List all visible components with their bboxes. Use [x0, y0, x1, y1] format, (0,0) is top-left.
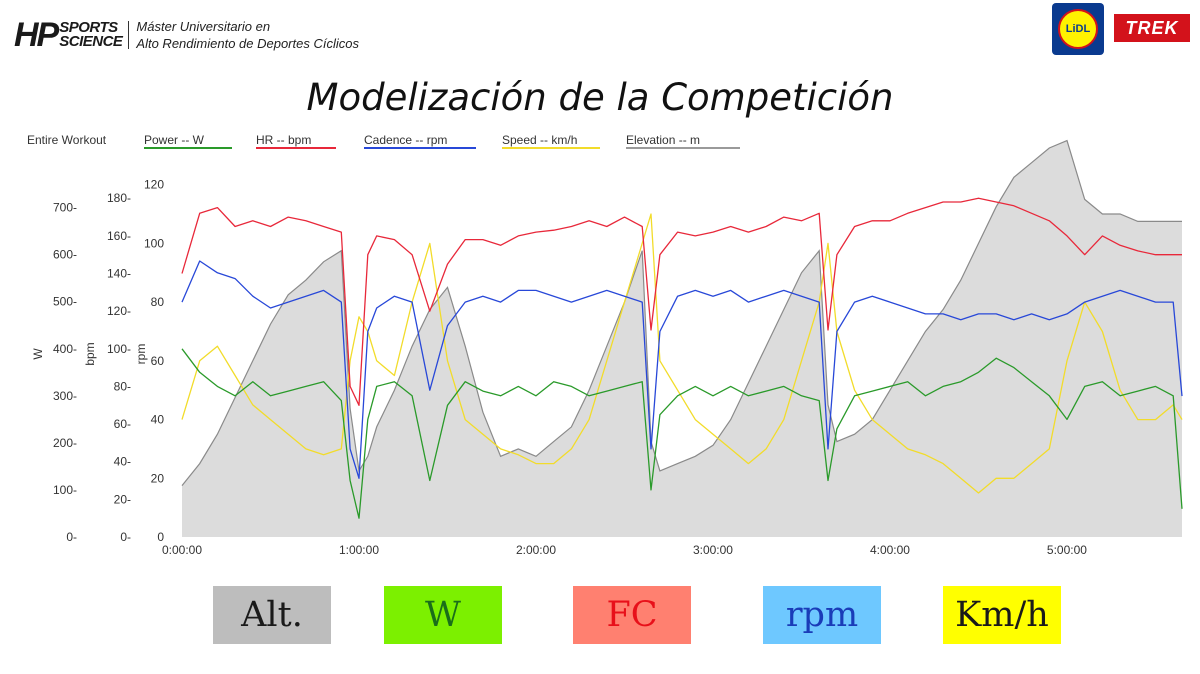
legend-item-power: Power -- W	[144, 133, 232, 149]
elevation-line	[181, 139, 1182, 486]
power-line	[181, 348, 1183, 519]
cadence-line	[181, 260, 1183, 479]
bpm-tick-label: 20-	[114, 492, 131, 506]
logo-divider	[128, 21, 130, 49]
lidl-logo: LiDL	[1052, 3, 1104, 55]
bpm-tick-label: 120-	[107, 304, 131, 318]
legend-item-cadence: Cadence -- rpm	[364, 133, 476, 149]
logo-subtitle: Máster Universitario en Alto Rendimiento…	[136, 18, 359, 52]
bpm-tick-label: 180-	[107, 191, 131, 205]
legend-entire-workout: Entire Workout	[27, 133, 107, 147]
w-tick-label: 500-	[53, 295, 77, 309]
rpm-tick-label: 20	[151, 471, 165, 485]
key-box-altitude: Alt.	[213, 586, 331, 644]
x-tick-label: 1:00:00	[339, 543, 379, 557]
legend-item-hr: HR -- bpm	[256, 133, 336, 149]
logo-word-sports: SPORTS	[59, 19, 118, 36]
legend-item-speed: Speed -- km/h	[502, 133, 600, 149]
x-tick-label: 3:00:00	[693, 543, 733, 557]
w-tick-label: 100-	[53, 483, 77, 497]
logo-mark: HP	[14, 16, 59, 54]
key-box-cadence: rpm	[763, 586, 881, 644]
bpm-tick-label: 160-	[107, 229, 131, 243]
bpm-tick-label: 80-	[114, 379, 131, 393]
w-tick-label: 300-	[53, 389, 77, 403]
w-tick-label: 0-	[66, 530, 77, 544]
logo-words: SPORTS SCIENCE	[59, 19, 123, 50]
legend-swatch-power	[144, 147, 232, 149]
w-tick-label: 700-	[53, 201, 77, 215]
key-box-heart-rate: FC	[573, 586, 691, 644]
x-tick-label: 0:00:00	[162, 543, 202, 557]
rpm-tick-label: 40	[151, 413, 165, 427]
w-tick-label: 400-	[53, 342, 77, 356]
bpm-axis-title: bpm	[83, 342, 97, 365]
bpm-tick-label: 0-	[120, 530, 131, 544]
x-tick-label: 4:00:00	[870, 543, 910, 557]
lidl-logo-text: LiDL	[1058, 9, 1098, 49]
logo-line-2: Alto Rendimiento de Deportes Cíclicos	[136, 36, 359, 51]
legend-label-speed: Speed -- km/h	[502, 133, 578, 147]
page-title: Modelización de la Competición	[306, 76, 894, 119]
bpm-tick-label: 60-	[114, 417, 131, 431]
trek-logo: TREK	[1114, 14, 1190, 42]
hp-sports-science-logo: HP SPORTS SCIENCE Máster Universitario e…	[14, 18, 359, 52]
legend-swatch-hr	[256, 147, 336, 149]
rpm-tick-label: 100	[144, 236, 164, 250]
x-tick-label: 5:00:00	[1047, 543, 1087, 557]
key-box-speed: Km/h	[943, 586, 1061, 644]
logo-word-science: SCIENCE	[59, 33, 123, 50]
elevation-area	[182, 140, 1182, 537]
hr-line	[181, 197, 1182, 406]
legend-label-hr: HR -- bpm	[256, 133, 312, 147]
rpm-tick-label: 120	[144, 178, 164, 192]
w-tick-label: 600-	[53, 248, 77, 262]
w-axis-title: W	[31, 348, 45, 360]
legend-label-cadence: Cadence -- rpm	[364, 133, 448, 147]
legend-item-elevation: Elevation -- m	[626, 133, 740, 149]
key-box-power: W	[384, 586, 502, 644]
rpm-axis-title: rpm	[134, 344, 148, 365]
bpm-tick-label: 140-	[107, 267, 131, 281]
bpm-tick-label: 40-	[114, 455, 131, 469]
legend-label-elevation: Elevation -- m	[626, 133, 701, 147]
legend-label-power: Power -- W	[144, 133, 204, 147]
legend-swatch-cadence	[364, 147, 476, 149]
x-tick-label: 2:00:00	[516, 543, 556, 557]
bpm-tick-label: 100-	[107, 342, 131, 356]
rpm-tick-label: 0	[157, 530, 164, 544]
rpm-tick-label: 80	[151, 295, 165, 309]
speed-line	[181, 213, 1183, 494]
rpm-tick-label: 60	[151, 354, 165, 368]
w-tick-label: 200-	[53, 436, 77, 450]
logo-line-1: Máster Universitario en	[136, 19, 271, 34]
legend-swatch-elevation	[626, 147, 740, 149]
legend-swatch-speed	[502, 147, 600, 149]
